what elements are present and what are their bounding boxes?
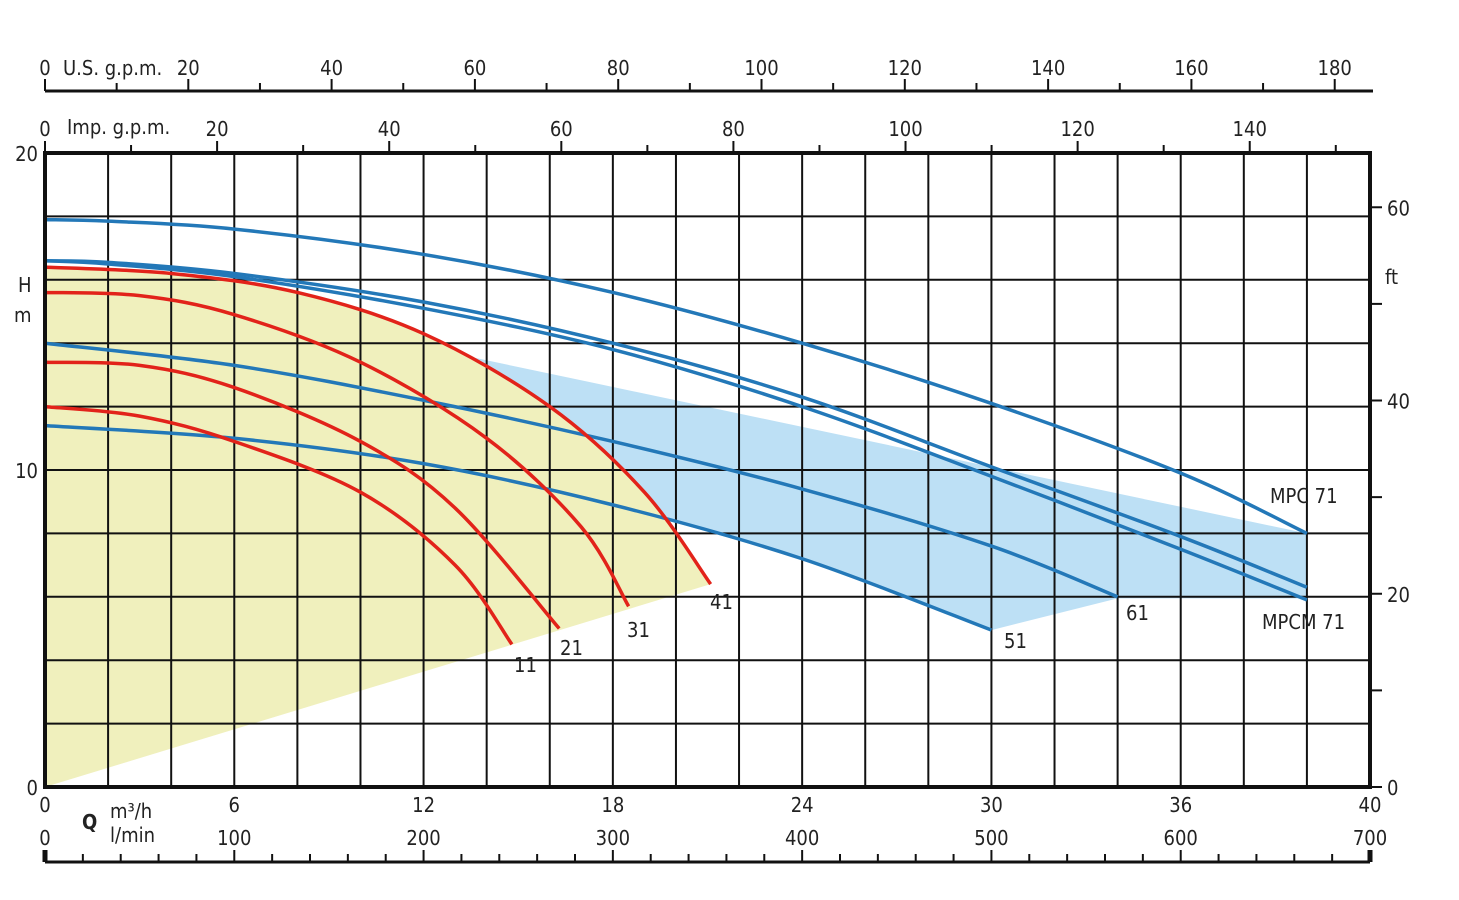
imp-gpm-tick-label: 40 <box>378 117 401 141</box>
curves <box>44 217 1308 646</box>
imp-gpm-tick-label: 140 <box>1233 117 1267 141</box>
lmin-tick-label: 600 <box>1164 826 1198 850</box>
curve-31 <box>44 290 631 608</box>
x-axis-unit-lmin: l/min <box>110 823 155 847</box>
imp-gpm-tick-label: 0 <box>39 117 50 141</box>
curve-labels: 11 21 31 41 51 61 MPC 71 MPCM 71 <box>514 484 1345 677</box>
x-tick-label: 18 <box>601 793 624 817</box>
grid <box>45 153 1370 787</box>
us-gpm-axis-label: U.S. g.p.m. <box>63 56 162 80</box>
us-gpm-tick-label: 100 <box>744 56 778 80</box>
y2-axis-unit: ft <box>1385 265 1398 289</box>
us-gpm-tick-label: 80 <box>607 56 630 80</box>
imp-gpm-tick-label: 120 <box>1060 117 1094 141</box>
x-tick-label: 30 <box>980 793 1003 817</box>
curve-label: MPCM 71 <box>1262 610 1345 634</box>
ft-tick-label: 20 <box>1387 583 1410 607</box>
curve-mpcm-71 <box>44 259 1308 602</box>
lmin-tick-label: 400 <box>785 826 819 850</box>
lmin-tick-label: 500 <box>974 826 1008 850</box>
us-gpm-tick-label: 140 <box>1031 56 1065 80</box>
us-gpm-tick-label: 60 <box>463 56 486 80</box>
lmin-tick-label: 200 <box>406 826 440 850</box>
us-gpm-tick-label: 120 <box>888 56 922 80</box>
imp-gpm-tick-label: 80 <box>722 117 745 141</box>
curve-label: 11 <box>514 653 537 677</box>
curve-11 <box>44 404 514 646</box>
lmin-tick-label: 300 <box>596 826 630 850</box>
blue-operating-area <box>360 333 1307 631</box>
imp-gpm-tick-label: 60 <box>550 117 573 141</box>
us-gpm-tick-label: 20 <box>177 56 200 80</box>
imp-gpm-tick-label: 20 <box>206 117 229 141</box>
us-gpm-tick-label: 40 <box>320 56 343 80</box>
x-axis-unit-m3h: m³/h <box>110 799 152 823</box>
x-tick-label: 0 <box>39 793 50 817</box>
lmin-tick-label: 100 <box>217 826 251 850</box>
curve-label: 51 <box>1004 629 1027 653</box>
x-tick-label: 24 <box>791 793 814 817</box>
x-tick-label: 36 <box>1169 793 1192 817</box>
yellow-operating-area <box>45 267 711 787</box>
x-tick-label: 40 <box>1359 793 1382 817</box>
y-tick-label: 0 <box>27 776 38 800</box>
ft-tick-label: 0 <box>1387 776 1398 800</box>
y-tick-label: 10 <box>15 459 38 483</box>
plot-frame <box>43 151 1372 789</box>
curve-label: 31 <box>627 618 650 642</box>
ft-tick-label: 60 <box>1387 196 1410 220</box>
curve-label: 21 <box>560 636 583 660</box>
x-tick-label: 6 <box>229 793 240 817</box>
us-gpm-tick-label: 180 <box>1318 56 1352 80</box>
curve-mpc-71 <box>44 217 1308 535</box>
ft-tick-label: 40 <box>1387 390 1410 414</box>
us-gpm-tick-label: 160 <box>1174 56 1208 80</box>
us-gpm-tick-label: 0 <box>39 56 50 80</box>
curve-41 <box>44 265 713 586</box>
x-axis-label: Q <box>82 810 97 834</box>
lmin-tick-label: 700 <box>1353 826 1387 850</box>
curve-label: 61 <box>1126 601 1149 625</box>
curve-21 <box>44 360 561 630</box>
y-tick-label: 20 <box>15 142 38 166</box>
imp-gpm-tick-label: 100 <box>888 117 922 141</box>
y-axis-unit: m <box>14 303 32 327</box>
curve-label: 41 <box>710 590 733 614</box>
y-axis-label: H <box>18 273 32 297</box>
x-tick-label: 12 <box>412 793 435 817</box>
curve-mpcm-71-upper- <box>44 259 1308 589</box>
lmin-tick-label: 0 <box>39 826 50 850</box>
curve-label: MPC 71 <box>1270 484 1338 508</box>
imp-gpm-axis-label: Imp. g.p.m. <box>67 115 170 139</box>
curve-61 <box>44 341 1119 599</box>
operating-areas <box>45 267 1307 787</box>
